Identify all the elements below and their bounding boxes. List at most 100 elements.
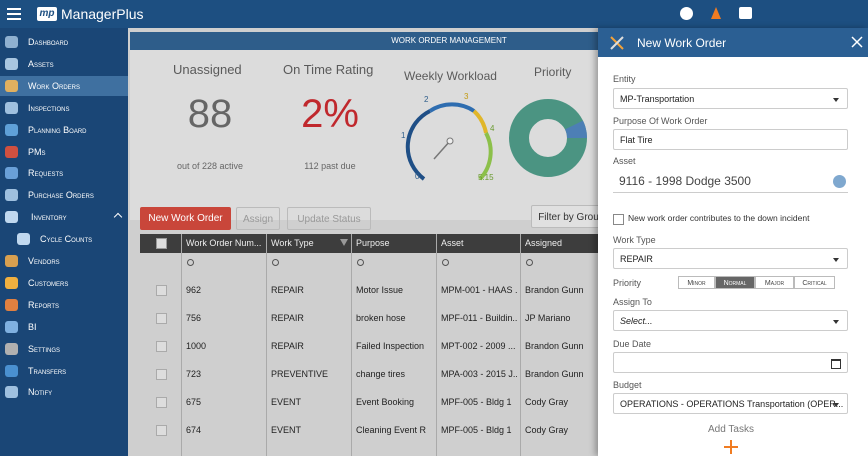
column-divider	[181, 234, 182, 456]
search-icon[interactable]	[442, 259, 449, 266]
priority-option[interactable]: Normal	[715, 276, 755, 289]
nav-item[interactable]: Vendors	[0, 251, 128, 271]
nav-item[interactable]: Transfers	[0, 361, 128, 381]
assign-to-select[interactable]: Select...	[613, 310, 848, 331]
column-header[interactable]: Assigned	[525, 238, 563, 248]
nav-item[interactable]: Customers	[0, 273, 128, 293]
nav-item[interactable]: BI	[0, 317, 128, 337]
column-divider	[520, 234, 521, 456]
card-title: Priority	[534, 65, 572, 79]
row-checkbox[interactable]	[156, 397, 167, 408]
down-incident-checkbox[interactable]	[613, 214, 624, 225]
table-cell: Motor Issue	[356, 285, 404, 295]
priority-option[interactable]: Minor	[678, 276, 715, 289]
table-cell: 962	[186, 285, 202, 295]
settings-icon[interactable]	[680, 7, 693, 20]
nav-icon	[5, 123, 18, 136]
asset-lookup-icon[interactable]	[833, 175, 846, 188]
work-type-select[interactable]: REPAIR	[613, 248, 848, 269]
search-icon[interactable]	[357, 259, 364, 266]
select-value: OPERATIONS - OPERATIONS Transportation (…	[620, 399, 844, 409]
table-cell: Event Booking	[356, 397, 415, 407]
nav-label: Requests	[28, 168, 64, 179]
table-cell: 674	[186, 425, 202, 435]
expand-caret[interactable]	[113, 212, 123, 222]
row-checkbox[interactable]	[156, 285, 167, 296]
nav-item[interactable]: Planning Board	[0, 120, 128, 140]
card-title: Weekly Workload	[404, 69, 497, 83]
field-label: Assign To	[613, 297, 652, 307]
search-icon[interactable]	[526, 259, 533, 266]
table-header	[140, 234, 598, 253]
search-icon[interactable]	[187, 259, 194, 266]
row-checkbox[interactable]	[156, 313, 167, 324]
donut-ring	[509, 99, 587, 177]
nav-item[interactable]: Assets	[0, 54, 128, 74]
purpose-input[interactable]: Flat Tire	[613, 129, 848, 150]
table-cell: Failed Inspection	[356, 341, 425, 351]
assign-button[interactable]: Assign	[236, 207, 280, 230]
column-header[interactable]: Work Type	[271, 238, 314, 248]
caret	[833, 98, 839, 102]
search-icon[interactable]	[272, 259, 279, 266]
budget-select[interactable]: OPERATIONS - OPERATIONS Transportation (…	[613, 393, 848, 414]
select-placeholder: Select...	[620, 316, 653, 326]
row-checkbox[interactable]	[156, 425, 167, 436]
row-checkbox[interactable]	[156, 369, 167, 380]
page-title-bar	[130, 32, 598, 50]
close-line	[851, 36, 863, 48]
nav-icon	[5, 189, 18, 202]
panel-title: New Work Order	[637, 36, 727, 50]
nav-item[interactable]: Cycle Counts	[0, 229, 128, 249]
nav-icon	[5, 386, 18, 399]
table-cell: Cody Gray	[525, 397, 569, 407]
nav-label: Inventory	[31, 212, 67, 223]
message-icon[interactable]	[739, 7, 752, 19]
notification-icon[interactable]	[711, 7, 721, 19]
nav-item[interactable]: Work Orders	[0, 75, 128, 96]
nav-item[interactable]: Notify	[0, 382, 128, 402]
nav-item[interactable]: Purchase Orders	[0, 185, 128, 205]
table-cell: REPAIR	[271, 285, 304, 295]
table-cell: Cody Gray	[525, 425, 569, 435]
menu-button[interactable]	[7, 8, 21, 20]
column-header[interactable]: Work Order Num...	[186, 238, 262, 248]
nav-item[interactable]: Reports	[0, 295, 128, 315]
nav-item[interactable]: Inventory	[0, 207, 128, 227]
nav-item[interactable]: PMs	[0, 142, 128, 162]
table-cell: REPAIR	[271, 341, 304, 351]
column-header[interactable]: Purpose	[356, 238, 390, 248]
entity-select[interactable]: MP-Transportation	[613, 88, 848, 109]
asset-value[interactable]: 9116 - 1998 Dodge 3500	[619, 174, 751, 188]
table-cell: MPT-002 - 2009 ...	[441, 341, 516, 351]
priority-option[interactable]: Critical	[794, 276, 835, 289]
filter-button[interactable]: Filter by Grou	[531, 205, 598, 228]
nav-item[interactable]: Inspections	[0, 98, 128, 118]
nav-label: BI	[28, 321, 37, 332]
filter-icon[interactable]	[340, 239, 348, 246]
nav-icon	[5, 364, 18, 377]
new-work-order-button[interactable]: New Work Order	[140, 207, 231, 230]
add-task-button[interactable]	[724, 440, 738, 454]
nav-item[interactable]: Requests	[0, 163, 128, 183]
priority-option[interactable]: Major	[755, 276, 794, 289]
nav-item[interactable]: Dashboard	[0, 32, 128, 52]
nav-item[interactable]: Settings	[0, 339, 128, 359]
nav-label: Reports	[28, 299, 60, 310]
nav-label: Dashboard	[28, 37, 69, 47]
nav-label: Inspections	[28, 102, 70, 113]
nav-label: Work Orders	[28, 80, 81, 91]
close-button[interactable]	[851, 36, 863, 48]
gauge-arc	[428, 102, 476, 113]
card-title: Unassigned	[173, 62, 242, 77]
row-checkbox[interactable]	[156, 341, 167, 352]
update-status-button[interactable]: Update Status	[287, 207, 371, 230]
calendar-icon[interactable]	[831, 359, 841, 369]
due-date-input[interactable]	[613, 352, 848, 373]
nav-icon	[5, 167, 18, 180]
select-all-checkbox[interactable]	[156, 238, 167, 249]
column-header[interactable]: Asset	[441, 238, 464, 248]
asset-underline	[613, 192, 848, 193]
icon-line	[610, 36, 624, 50]
work-order-table: Work Order Num... Work Type Purpose Asset As…	[140, 234, 598, 456]
